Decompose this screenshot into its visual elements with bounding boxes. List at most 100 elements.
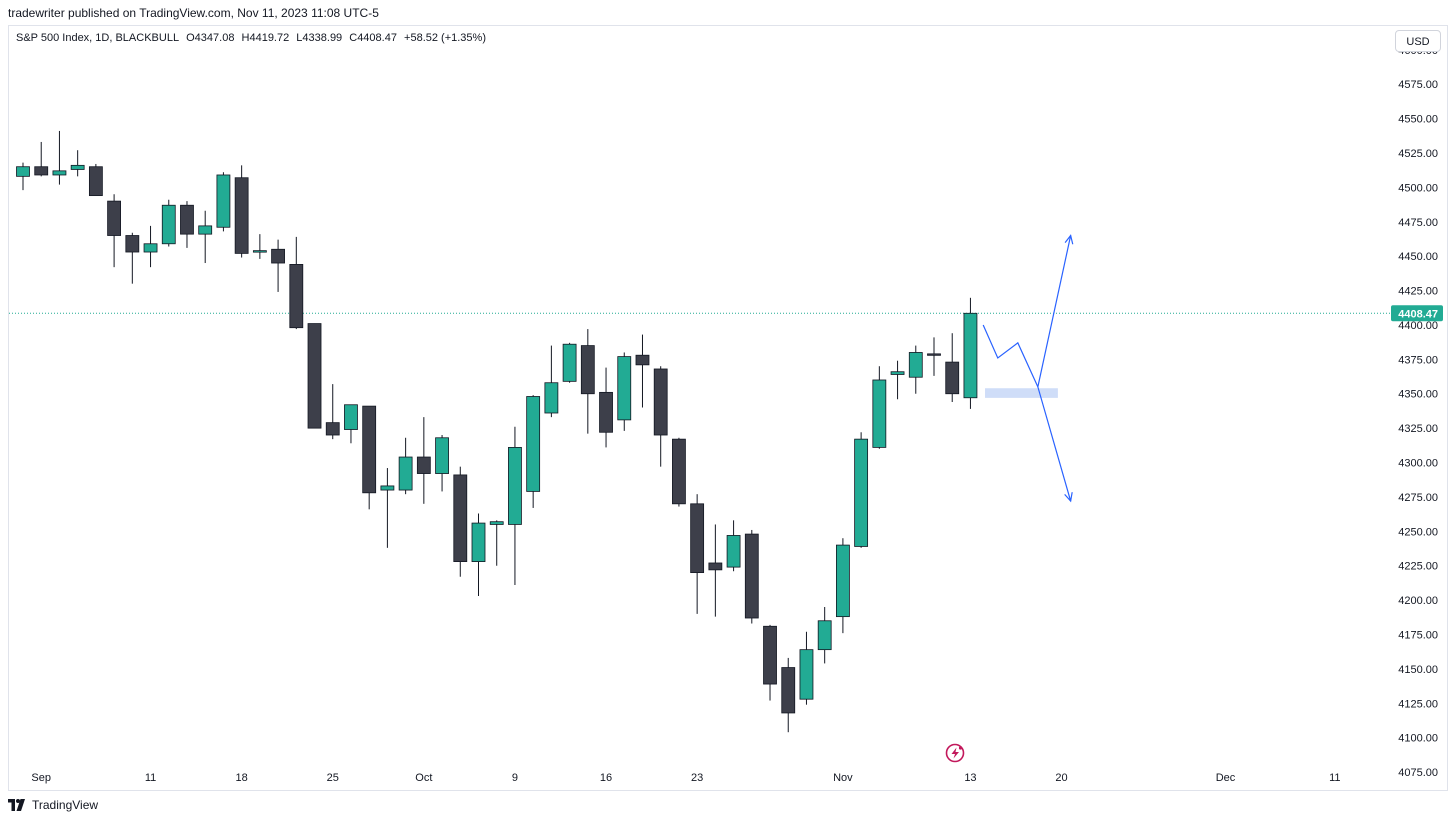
candle [672, 437, 686, 507]
candle [763, 624, 777, 701]
projection-arrow-up-head [1064, 234, 1074, 245]
candle-body [908, 352, 923, 378]
candle [180, 201, 194, 248]
candle-body [70, 164, 85, 170]
date-tick-label: 9 [512, 772, 518, 784]
publisher-line: tradewriter published on TradingView.com… [8, 6, 379, 20]
candle [836, 538, 850, 634]
projection-path[interactable] [982, 324, 1039, 388]
candle-body [180, 204, 194, 235]
time-axis[interactable]: Sep 11 18 25 Oct 9 16 23 Nov 13 20 Dec 11 [31, 772, 1340, 784]
candle [416, 417, 431, 504]
candle-body [380, 485, 395, 491]
candle [927, 337, 941, 376]
candle-body [963, 312, 978, 399]
currency-button[interactable]: USD [1395, 30, 1441, 52]
candle-body [763, 625, 777, 685]
candle-body [708, 562, 723, 571]
legend-high: H4419.72 [241, 32, 290, 44]
candle-body [799, 649, 814, 700]
candle [690, 494, 705, 614]
candle [289, 236, 304, 330]
candle [234, 165, 249, 258]
candle [653, 366, 668, 467]
candle-body [836, 544, 850, 618]
candle [161, 199, 176, 247]
candle-body [52, 170, 67, 176]
candle-body [562, 343, 577, 382]
price-tick-label: 4075.00 [1398, 767, 1438, 779]
candle [471, 513, 486, 596]
candle [908, 345, 923, 394]
projection-arrow-down[interactable] [1037, 386, 1072, 502]
candle [16, 162, 30, 191]
date-tick-label: Nov [833, 772, 853, 784]
projection-arrow-up[interactable] [1037, 235, 1072, 387]
candle [398, 437, 413, 495]
price-axis[interactable]: 4600.004575.004550.004525.004500.004475.… [1391, 45, 1443, 779]
candle [599, 367, 613, 448]
price-tick-label: 4475.00 [1398, 217, 1438, 229]
price-tick-label: 4550.00 [1398, 114, 1438, 126]
legend-close: C4408.47 [349, 32, 397, 44]
candle-body [544, 382, 559, 414]
candle [726, 520, 741, 572]
price-tick-label: 4525.00 [1398, 148, 1438, 160]
candle-body [289, 264, 304, 329]
candle-body [125, 235, 140, 253]
candle-body [927, 353, 941, 356]
candle [708, 524, 723, 617]
price-tick-label: 4400.00 [1398, 320, 1438, 332]
candle-body [817, 620, 832, 651]
candle [744, 529, 759, 624]
candle-body [854, 438, 869, 547]
candle [107, 194, 121, 268]
price-tick-label: 4450.00 [1398, 251, 1438, 263]
candle-body [453, 474, 468, 563]
candle-body [435, 437, 449, 474]
candle [945, 333, 960, 402]
candle [617, 352, 632, 431]
price-tick-label: 4275.00 [1398, 492, 1438, 504]
candle [252, 234, 267, 259]
candle-body [88, 166, 103, 197]
price-tick-label: 4325.00 [1398, 423, 1438, 435]
candle [453, 466, 468, 577]
candle [70, 150, 85, 177]
earnings-event-icon[interactable] [945, 743, 965, 763]
candle [508, 426, 522, 585]
date-tick-label: Sep [31, 772, 51, 784]
date-tick-label: 11 [145, 772, 156, 784]
candle [781, 657, 796, 733]
annotation-layer[interactable] [982, 234, 1074, 503]
candle-body [161, 204, 176, 245]
candle-body [271, 248, 285, 264]
price-tick-label: 4500.00 [1398, 182, 1438, 194]
candle-body [890, 371, 905, 375]
candle-body [471, 522, 486, 563]
candle [216, 172, 231, 232]
candle [325, 384, 340, 440]
legend-low: L4338.99 [296, 32, 343, 44]
candle [562, 342, 577, 383]
candle-body [635, 354, 650, 366]
support-zone[interactable] [985, 388, 1058, 398]
candle-body [307, 323, 322, 429]
chart-frame [8, 25, 1448, 791]
legend-open: O4347.08 [186, 32, 235, 44]
candle [963, 297, 978, 409]
candle-body [726, 535, 741, 568]
candle-body [362, 405, 377, 494]
candle-body [344, 404, 358, 430]
candle-body [198, 225, 213, 235]
price-tick-label: 4150.00 [1398, 664, 1438, 676]
date-tick-label: Oct [415, 772, 432, 784]
price-tick-label: 4375.00 [1398, 354, 1438, 366]
candle [143, 225, 158, 268]
candle [544, 345, 559, 418]
candle [854, 432, 869, 548]
candle [489, 520, 504, 566]
candles-layer [16, 130, 978, 733]
date-tick-label: Dec [1216, 772, 1236, 784]
